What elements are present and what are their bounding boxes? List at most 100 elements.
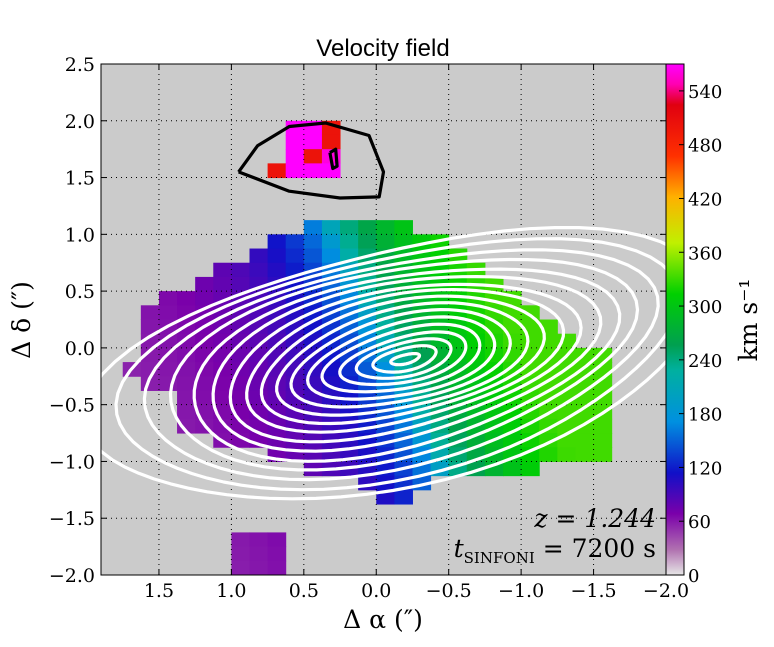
velocity-pixel [213, 262, 232, 278]
velocity-pixel [267, 532, 287, 548]
velocity-pixel [539, 447, 558, 462]
velocity-pixel [231, 546, 250, 562]
velocity-pixel [231, 333, 250, 349]
colorbar-tick-label: 420 [688, 189, 722, 210]
velocity-pixel [303, 220, 323, 235]
velocity-pixel [575, 404, 595, 420]
velocity-pixel [340, 220, 359, 235]
velocity-pixel [213, 276, 232, 292]
velocity-pixel [267, 248, 287, 264]
velocity-pixel [177, 291, 196, 306]
companion-pixel [285, 134, 305, 150]
chart-title: Velocity field [316, 35, 449, 62]
y-tick-label: 2.0 [65, 111, 95, 133]
y-tick-label: −0.5 [49, 395, 95, 417]
velocity-pixel [303, 234, 323, 250]
x-tick-label: −0.5 [426, 580, 472, 602]
flux-contour-line [259, 294, 546, 426]
colorbar-tick-label: 180 [688, 405, 722, 426]
velocity-pixel [321, 220, 341, 235]
velocity-pixel [521, 305, 540, 320]
velocity-pixel [575, 433, 595, 448]
velocity-pixel [249, 333, 269, 349]
velocity-pixel [158, 362, 178, 377]
velocity-pixel [285, 234, 305, 250]
velocity-pixel [195, 305, 214, 320]
colorbar [665, 63, 685, 576]
companion-pixel [303, 134, 323, 150]
flux-contour-line [245, 288, 566, 434]
velocity-pixel [195, 291, 214, 306]
velocity-pixel [177, 390, 196, 406]
y-tick-label: −1.0 [49, 451, 95, 473]
velocity-pixel [231, 560, 250, 575]
axis-ticks: 1.5 1.0 0.5 0.0 −0.5 −1.0 −1.5 −2.0 2.5 2.0 1.5 1.0… [49, 54, 689, 602]
velocity-pixel [394, 220, 413, 235]
velocity-pixel [593, 447, 613, 462]
velocity-pixel [557, 447, 576, 462]
flux-contour-line [101, 226, 666, 501]
velocity-pixel [267, 234, 287, 250]
velocity-pixel [340, 362, 359, 377]
velocity-pixel [521, 447, 540, 462]
velocity-pixel [593, 418, 613, 434]
exposure-prefix: t [454, 534, 465, 563]
velocity-pixel [140, 362, 160, 377]
x-tick-label: 0.0 [361, 580, 391, 602]
velocity-pixel [539, 347, 558, 363]
velocity-pixel [394, 489, 413, 505]
exposure-subscript: SINFONI [464, 549, 535, 567]
colorbar-ticks: 0 60 120 180 240 300 360 420 480 540 [679, 82, 722, 587]
flux-contour-line [211, 275, 603, 453]
velocity-pixel [285, 376, 305, 391]
velocity-pixel [503, 333, 522, 349]
flux-contour-line [228, 282, 583, 444]
velocity-pixel [249, 262, 269, 278]
velocity-pixel [231, 376, 250, 391]
colorbar-tick-label: 300 [688, 297, 722, 318]
flux-contour-line [168, 257, 640, 472]
velocity-pixel [231, 276, 250, 292]
velocity-pixel [140, 347, 160, 363]
flux-contour-line [192, 267, 622, 463]
velocity-pixel [231, 532, 250, 548]
velocity-pixel [195, 376, 214, 391]
velocity-pixel [321, 234, 341, 250]
colorbar-tick-label: 360 [688, 243, 722, 264]
velocity-pixel [593, 433, 613, 448]
velocity-pixel [195, 390, 214, 406]
velocity-pixel [158, 291, 178, 306]
x-tick-label: −1.0 [498, 580, 544, 602]
velocity-pixel [213, 376, 232, 391]
y-tick-label: 0.5 [65, 281, 95, 303]
velocity-pixel [177, 418, 196, 434]
velocity-pixel [231, 418, 250, 434]
velocity-pixel [177, 376, 196, 391]
x-tick-label: 1.0 [216, 580, 246, 602]
velocity-pixel [249, 560, 269, 575]
velocity-pixel [249, 248, 269, 264]
velocity-pixel [321, 248, 341, 264]
companion-pixel [303, 149, 323, 164]
companion-pixel [285, 149, 305, 164]
velocity-pixel [267, 560, 287, 575]
velocity-pixel [303, 333, 323, 349]
y-tick-label: −1.5 [49, 508, 95, 530]
velocity-pixel [575, 447, 595, 462]
y-axis-label: Δ δ (″) [7, 281, 36, 359]
velocity-pixel [213, 390, 232, 406]
colorbar-label: km s⁻¹ [734, 279, 763, 362]
velocity-pixel [358, 234, 377, 250]
velocity-pixel [177, 333, 196, 349]
y-tick-label: 1.0 [65, 224, 95, 246]
colorbar-tick-label: 60 [688, 512, 711, 533]
velocity-pixel [303, 248, 323, 264]
velocity-pixel [358, 220, 377, 235]
velocity-pixel [593, 390, 613, 406]
flux-contour-line [114, 237, 666, 492]
velocity-pixel [285, 333, 305, 349]
colorbar-tick-label: 0 [688, 566, 699, 587]
x-tick-label: 0.5 [289, 580, 319, 602]
colorbar-tick-label: 120 [688, 458, 722, 479]
